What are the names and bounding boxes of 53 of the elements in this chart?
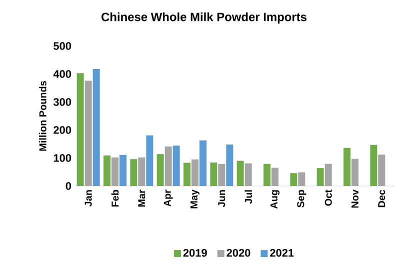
y-tick-label: 200 [54,126,72,134]
bar [218,164,226,186]
legend-label: 2020 [226,248,250,257]
x-tick-label: Jun [218,190,226,208]
bar [316,168,324,186]
bar [244,163,252,186]
bar [210,162,218,186]
x-tick-label: Apr [164,190,173,206]
bar [226,144,234,186]
bar [200,140,206,186]
x-tick-label: Feb [111,190,119,207]
bar [236,160,244,186]
bar [378,154,386,186]
bar [272,168,279,186]
x-tick-label: Jul [244,190,252,204]
bar [146,135,154,186]
bar [76,73,84,186]
x-tick-label: Oct [324,190,332,206]
y-tick-label: 0 [66,182,72,190]
bar [112,157,118,186]
bar [172,146,180,186]
legend-label: 2021 [270,248,294,257]
bar [298,172,306,186]
x-tick-label: Nov [352,190,358,208]
bar [324,164,332,186]
bar [156,154,164,186]
x-tick-label: Mar [138,190,146,207]
x-tick-label: Jan [84,190,92,207]
bar [184,162,190,186]
bar [352,158,359,186]
x-tick-label: Aug [270,190,280,209]
bar [84,80,92,186]
bar [104,155,110,186]
chart-title: Chinese Whole Milk Powder Imports [102,12,306,24]
y-tick-label: 300 [53,98,72,106]
y-tick-label: 400 [53,70,72,78]
x-tick-label: Dec [378,190,386,208]
bar [344,148,351,186]
x-tick-label: May [190,190,200,208]
bar [138,157,146,186]
x-tick-label: Sep [297,190,306,208]
bar [164,146,172,186]
bar [192,159,198,186]
bar [290,173,298,186]
bar [130,159,138,186]
y-tick-label: 100 [54,154,72,162]
bar [370,144,378,186]
bar [120,154,126,186]
bar [92,68,100,186]
y-axis-title: Million Pounds [39,80,46,151]
y-tick-label: 500 [54,42,72,50]
legend-label: 2019 [183,248,207,257]
bar [264,164,271,186]
